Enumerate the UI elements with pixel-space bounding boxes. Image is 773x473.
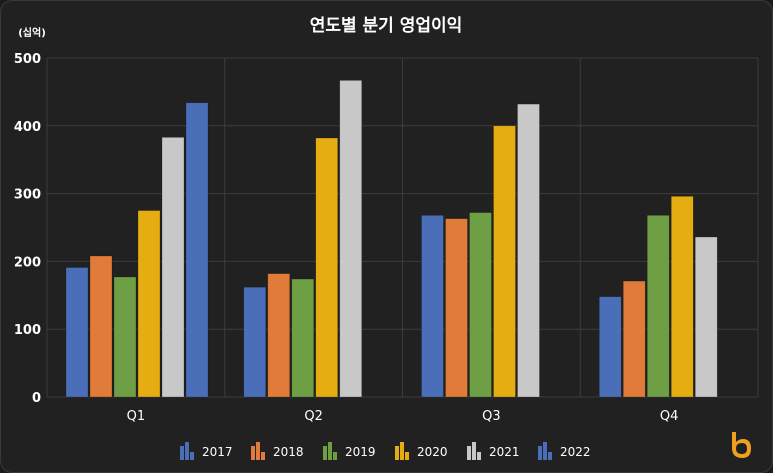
bar-2018-q4: [622, 280, 646, 398]
legend-swatch: [395, 446, 399, 460]
bar-2019-q2: [291, 278, 315, 398]
bar-2018-q3: [445, 218, 468, 398]
legend: 2017 2018 2019 2020 2021 2022: [180, 442, 591, 460]
y-tick-label: 400: [14, 120, 41, 135]
bar-2020-q4: [670, 196, 694, 398]
bar-2020-q3: [493, 125, 516, 398]
chart-title: 연도별 분기 영업이익: [310, 16, 463, 36]
bar-2020-q2: [315, 137, 339, 398]
legend-swatch: [185, 442, 189, 460]
legend-swatch: [467, 446, 471, 460]
legend-label: 2022: [560, 445, 591, 459]
x-tick-label: Q2: [304, 409, 323, 424]
y-tick-label: 200: [14, 255, 41, 270]
x-tick-label: Q1: [127, 409, 146, 424]
y-axis-ticks: 0 100 200 300 400 500: [14, 52, 41, 406]
legend-swatch: [256, 442, 260, 460]
y-tick-label: 300: [14, 188, 41, 203]
bar-2020-q1: [137, 210, 161, 398]
bar-2021-q4: [694, 236, 718, 398]
x-axis-ticks: Q1 Q2 Q3 Q4: [127, 409, 679, 424]
y-tick-label: 100: [14, 323, 41, 338]
legend-label: 2018: [273, 445, 304, 459]
legend-label: 2017: [202, 445, 233, 459]
legend-swatch: [261, 452, 265, 460]
legend-swatch: [328, 442, 332, 460]
legend-item-2018: 2018: [251, 442, 304, 460]
legend-swatch: [477, 452, 481, 460]
legend-swatch: [405, 452, 409, 460]
legend-swatch: [400, 442, 404, 460]
bar-2021-q2: [339, 80, 363, 398]
bar-2018-q1: [89, 255, 113, 398]
bar-2021-q1: [161, 137, 185, 398]
bar-2018-q2: [267, 273, 291, 398]
legend-label: 2020: [417, 445, 448, 459]
legend-swatch: [472, 442, 476, 460]
x-tick-label: Q4: [660, 409, 679, 424]
bar-2019-q1: [113, 276, 137, 398]
legend-item-2020: 2020: [395, 442, 448, 460]
bar-2017-q4: [598, 296, 622, 398]
legend-swatch: [333, 452, 337, 460]
bar-2021-q3: [517, 103, 540, 398]
legend-swatch: [251, 446, 255, 460]
bar-2022-q1: [185, 102, 209, 398]
y-axis-unit-label: (십억): [18, 26, 46, 39]
bar-2017-q2: [243, 286, 267, 398]
legend-label: 2021: [489, 445, 520, 459]
brand-b-logo-icon: [732, 432, 751, 458]
legend-item-2017: 2017: [180, 442, 233, 460]
legend-swatch: [538, 446, 542, 460]
legend-swatch: [543, 442, 547, 460]
legend-swatch: [190, 452, 194, 460]
legend-swatch: [180, 446, 184, 460]
bar-2019-q3: [469, 212, 492, 398]
bar-2019-q4: [646, 214, 670, 398]
legend-item-2021: 2021: [467, 442, 520, 460]
legend-item-2022: 2022: [538, 442, 591, 460]
x-tick-label: Q3: [482, 409, 501, 424]
bar-2017-q3: [421, 214, 444, 398]
bar-2017-q1: [65, 267, 89, 398]
legend-swatch: [548, 452, 552, 460]
legend-swatch: [323, 446, 327, 460]
y-tick-label: 0: [32, 391, 41, 406]
y-tick-label: 500: [14, 52, 41, 67]
legend-item-2019: 2019: [323, 442, 376, 460]
bars: [65, 80, 718, 398]
legend-label: 2019: [345, 445, 376, 459]
